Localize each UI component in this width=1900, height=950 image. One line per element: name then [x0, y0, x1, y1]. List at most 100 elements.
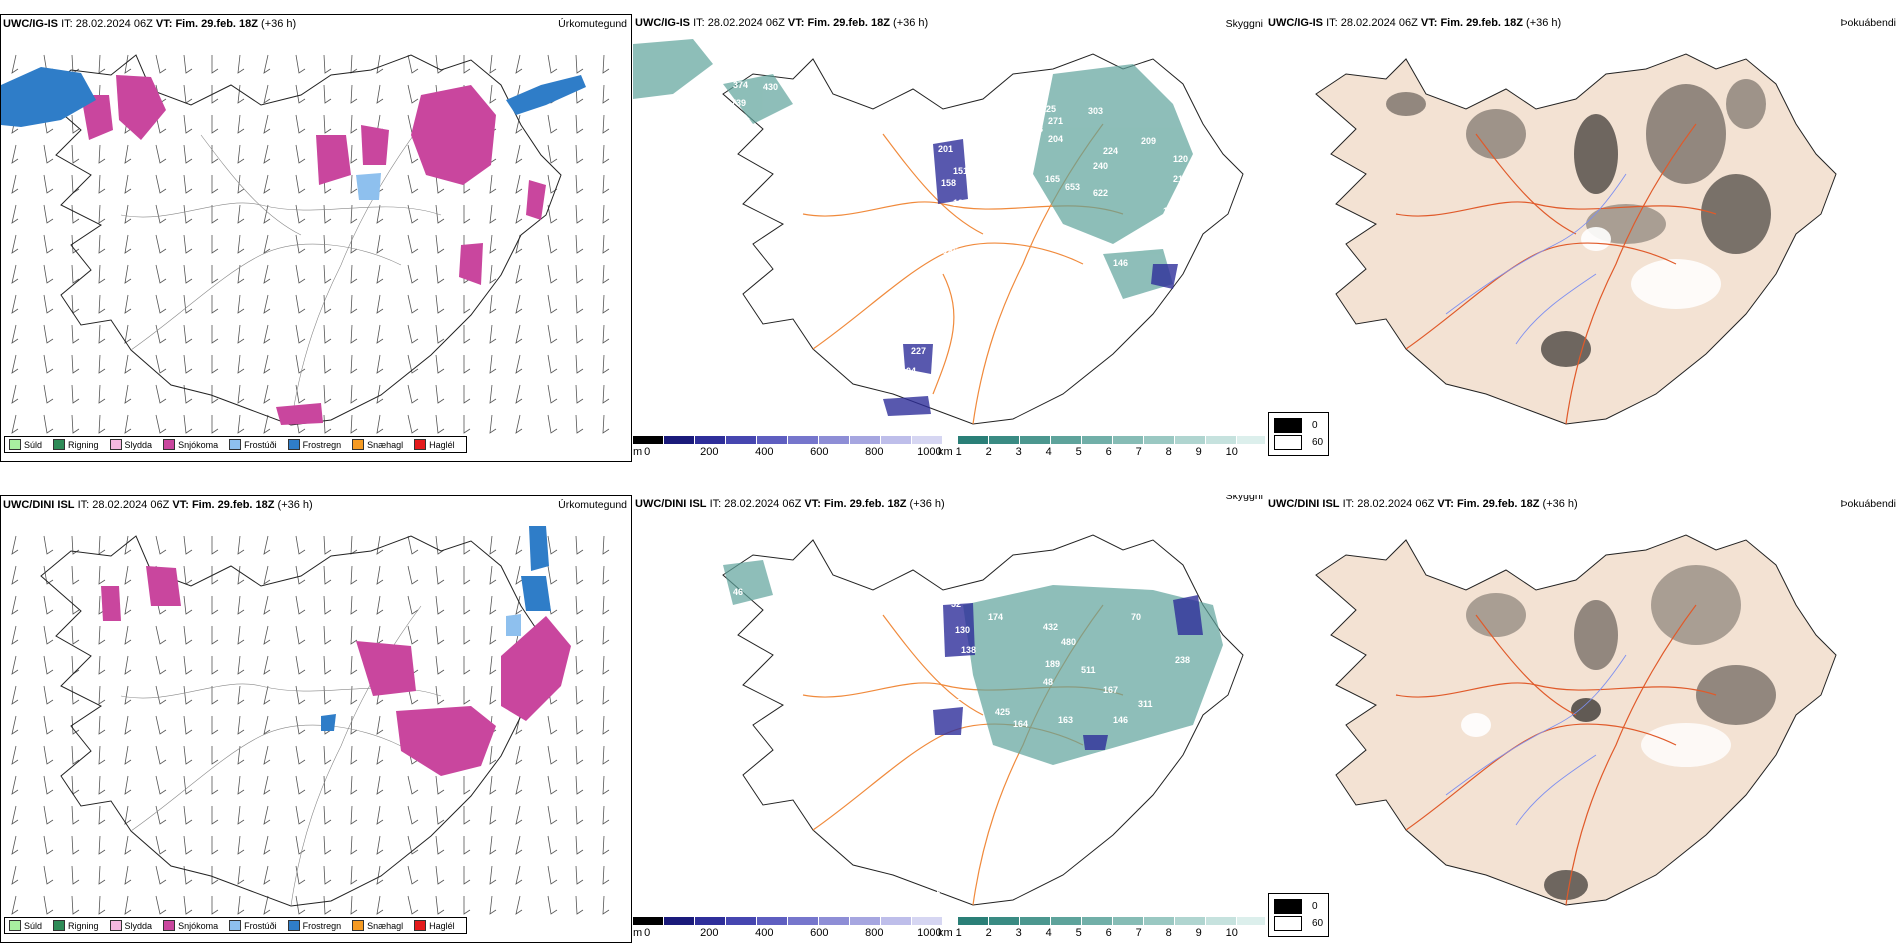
wind-barb — [211, 205, 219, 224]
wind-barb — [575, 144, 584, 164]
scale-segment — [726, 436, 757, 444]
station-label: 137 — [957, 692, 972, 702]
wind-barb — [11, 54, 19, 74]
station-label: 511 — [1081, 665, 1096, 675]
wind-barb — [407, 264, 419, 284]
station-label: 225 — [953, 351, 968, 361]
visibility-scale-km — [958, 436, 1265, 444]
fog-legend-swatch — [1274, 435, 1302, 450]
scale-tick: 1 — [955, 446, 962, 458]
wind-barb — [575, 174, 584, 194]
wind-barb — [515, 354, 523, 374]
wind-barb — [124, 595, 132, 615]
wind-barb — [11, 144, 19, 164]
wind-barb — [376, 835, 384, 855]
wind-barb — [547, 264, 558, 284]
fog-legend-label: 0 — [1312, 901, 1318, 912]
valid-time: Fim. 29.feb. 18Z — [1440, 17, 1523, 29]
legend-swatch — [53, 439, 66, 450]
wind-barb — [71, 384, 80, 404]
legend-swatch — [53, 920, 66, 931]
precip-map — [1, 54, 610, 434]
wind-barb — [515, 414, 523, 434]
init-label: IT: — [77, 499, 90, 511]
wind-barb — [435, 294, 445, 314]
wind-barb — [350, 715, 358, 735]
wind-barb — [350, 144, 358, 164]
wind-barb — [263, 895, 271, 915]
scale-segment — [1206, 917, 1237, 925]
station-label: 227 — [911, 346, 926, 356]
wind-barb — [489, 835, 497, 855]
wind-barb — [183, 805, 193, 825]
wind-barb — [98, 354, 106, 374]
wind-barb — [547, 144, 558, 164]
wind-barb — [489, 685, 497, 705]
wind-barb — [98, 865, 106, 885]
scale-segment — [726, 917, 757, 925]
wind-barb — [183, 685, 193, 705]
wind-barb — [183, 895, 193, 915]
wind-barb — [124, 414, 132, 434]
variable-name: Skyggni — [1225, 18, 1263, 30]
wind-barb — [350, 324, 358, 344]
scale-segment — [881, 436, 912, 444]
wind-barb — [98, 264, 106, 284]
wind-barb — [323, 595, 332, 615]
wind-barb — [463, 806, 471, 825]
wind-barb — [376, 204, 384, 224]
wind-barb — [489, 294, 497, 314]
wind-barb — [350, 264, 358, 284]
wind-barb — [71, 354, 80, 374]
wind-barb — [155, 775, 167, 795]
wind-barb — [237, 414, 245, 434]
variable-name: Skyggni — [1225, 495, 1263, 502]
wind-barb — [323, 655, 332, 675]
scale-segment — [1020, 917, 1051, 925]
wind-barb — [489, 54, 497, 74]
wind-barb — [263, 865, 271, 885]
legend-item-rain: Rigning — [53, 439, 99, 450]
legend-swatch — [229, 439, 242, 450]
wind-barb — [263, 565, 271, 585]
wind-barb — [463, 776, 471, 795]
wind-barb — [98, 234, 106, 254]
wind-barb — [575, 414, 584, 434]
scale-segment — [1113, 917, 1144, 925]
scale-tick: 4 — [1045, 446, 1052, 458]
fog-legend-row: 0 — [1274, 899, 1323, 914]
legend-swatch — [109, 439, 122, 450]
wind-barb — [350, 294, 358, 314]
precip-type-panel-bottom: UWC/DINI ISL IT: 28.02.2024 06Z VT: Fim.… — [0, 495, 632, 943]
fog-white-areas — [1581, 227, 1721, 309]
wind-barb — [124, 204, 132, 224]
wind-barb — [295, 114, 306, 134]
legend-item-snow-pellets: Snæhagl — [352, 439, 403, 450]
wind-barb — [575, 775, 584, 795]
wind-barb — [11, 414, 19, 434]
wind-barb — [435, 595, 445, 615]
scale-segment — [1020, 436, 1051, 444]
lead-time: (+36 h) — [277, 499, 313, 511]
fog-map — [1315, 534, 1837, 906]
wind-barb — [211, 776, 219, 795]
wind-barb — [237, 535, 245, 555]
wind-barb — [295, 535, 306, 555]
wind-barb — [237, 114, 245, 134]
wind-barb — [602, 835, 610, 855]
wind-barb — [547, 745, 558, 765]
scale-segment — [958, 917, 989, 925]
wind-barb — [11, 595, 19, 615]
wind-barb — [183, 324, 193, 344]
wind-barb — [515, 294, 523, 314]
scale-tick: 400 — [755, 446, 774, 458]
wind-barb — [71, 895, 80, 915]
scale-tick: 8 — [1165, 446, 1172, 458]
legend-item-drizzle: Súld — [9, 439, 42, 450]
wind-barb — [547, 835, 558, 855]
wind-barb — [11, 324, 19, 344]
wind-barb — [463, 866, 471, 885]
wind-barb — [489, 595, 497, 615]
wind-barb — [602, 655, 610, 675]
wind-barb — [211, 115, 219, 134]
